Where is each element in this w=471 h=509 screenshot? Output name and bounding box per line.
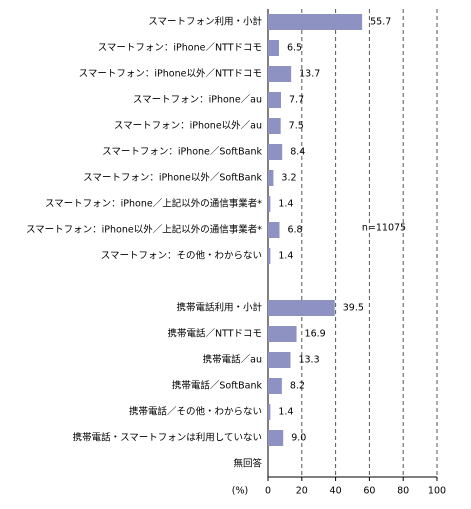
- value-label: 1.4: [278, 251, 293, 262]
- y-tick-label: 携帯電話／SoftBank: [172, 380, 263, 392]
- value-label: 13.3: [298, 355, 319, 366]
- y-tick-label: 携帯電話／その他・わからない: [129, 406, 262, 418]
- y-tick-label: スマートフォン：iPhone以外／SoftBank: [83, 172, 262, 184]
- x-tick-label: 20: [296, 486, 308, 497]
- value-label: 9.0: [291, 433, 306, 444]
- y-tick-label: 無回答: [233, 458, 262, 470]
- y-tick-label: スマートフォン：iPhone／NTTドコモ: [98, 43, 262, 54]
- y-tick-label: スマートフォン：iPhone／SoftBank: [102, 147, 262, 158]
- x-axis-label: (%): [232, 486, 248, 497]
- y-tick-label: スマートフォン：iPhone以外／NTTドコモ: [79, 68, 262, 80]
- bar: [268, 326, 297, 342]
- bar: [268, 92, 282, 108]
- x-tick-label: 60: [363, 486, 375, 497]
- value-label: 13.7: [299, 69, 320, 80]
- y-tick-label: スマートフォン：iPhone以外／上記以外の通信事業者*: [26, 224, 262, 236]
- bar: [268, 144, 283, 160]
- value-label: 1.4: [278, 407, 293, 418]
- bar: [268, 118, 281, 134]
- y-tick-label: スマートフォン：iPhone／上記以外の通信事業者*: [45, 198, 262, 210]
- bar: [268, 222, 280, 238]
- value-label: 3.2: [281, 173, 296, 184]
- value-label: 7.7: [289, 95, 304, 106]
- bar: [268, 430, 284, 446]
- value-label: 55.7: [370, 17, 391, 28]
- value-label: 8.4: [290, 147, 305, 158]
- y-tick-label: 携帯電話／NTTドコモ: [167, 328, 262, 340]
- value-label: 16.9: [305, 329, 326, 340]
- value-label: 6.8: [287, 225, 302, 236]
- x-tick-label: 0: [265, 486, 271, 497]
- x-tick-label: 100: [428, 486, 446, 497]
- bar: [268, 352, 291, 368]
- y-tick-label: スマートフォン：その他・わからない: [101, 250, 262, 262]
- bar: [268, 248, 271, 264]
- bar: [268, 404, 271, 420]
- value-label: 39.5: [343, 303, 364, 314]
- bar: [268, 14, 363, 30]
- bar: [268, 40, 279, 56]
- value-label: 8.2: [290, 381, 305, 392]
- value-label: 6.5: [287, 43, 302, 54]
- bar: [268, 66, 292, 82]
- x-tick-label: 80: [397, 486, 409, 497]
- y-tick-label: スマートフォン利用・小計: [148, 16, 262, 28]
- annotation: n=11075: [362, 223, 406, 234]
- x-tick-label: 40: [330, 486, 342, 497]
- y-tick-label: スマートフォン：iPhone／au: [133, 95, 262, 106]
- bar: [268, 300, 335, 316]
- value-label: 1.4: [278, 199, 293, 210]
- bar: [268, 196, 271, 212]
- y-tick-label: 携帯電話利用・小計: [176, 302, 262, 314]
- y-tick-label: 携帯電話・スマートフォンは利用していない: [73, 432, 262, 444]
- bar: [268, 170, 274, 186]
- value-label: 7.5: [289, 121, 304, 132]
- bar: [268, 378, 282, 394]
- y-tick-label: スマートフォン：iPhone以外／au: [114, 120, 262, 132]
- y-tick-label: 携帯電話／au: [203, 354, 262, 366]
